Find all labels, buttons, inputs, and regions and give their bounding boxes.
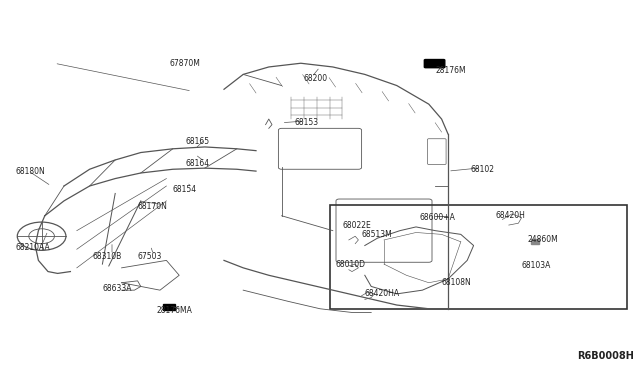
Text: 68010D: 68010D [336, 260, 366, 269]
Text: 68022E: 68022E [342, 221, 371, 230]
Text: 68102: 68102 [470, 165, 494, 174]
Text: 68310B: 68310B [93, 252, 122, 261]
Text: 68180N: 68180N [16, 167, 45, 176]
Text: 68153: 68153 [294, 118, 319, 127]
Text: 68600+A: 68600+A [419, 213, 455, 222]
Text: 68154: 68154 [173, 185, 197, 194]
Bar [330, 205, 627, 309]
Bar [163, 304, 175, 310]
Text: 68420H: 68420H [496, 211, 526, 220]
FancyBboxPatch shape [424, 60, 445, 68]
Text: 68165: 68165 [186, 137, 210, 146]
Text: 28176MA: 28176MA [157, 306, 193, 315]
Text: 28176M: 28176M [435, 66, 466, 75]
Text: 67870M: 67870M [170, 59, 200, 68]
Text: 68108N: 68108N [442, 278, 471, 287]
Text: R6B0008H: R6B0008H [577, 351, 634, 361]
Bar [531, 239, 539, 244]
Text: 68633A: 68633A [102, 284, 132, 293]
Text: 68200: 68200 [304, 74, 328, 83]
Text: 67503: 67503 [138, 252, 162, 261]
Text: 24860M: 24860M [528, 235, 559, 244]
Text: 68164: 68164 [186, 159, 210, 168]
Text: 68420HA: 68420HA [365, 289, 400, 298]
Text: 68513M: 68513M [362, 230, 392, 239]
Text: 68210AA: 68210AA [16, 243, 51, 252]
Text: 68103A: 68103A [522, 262, 551, 270]
Text: 68170N: 68170N [138, 202, 168, 211]
